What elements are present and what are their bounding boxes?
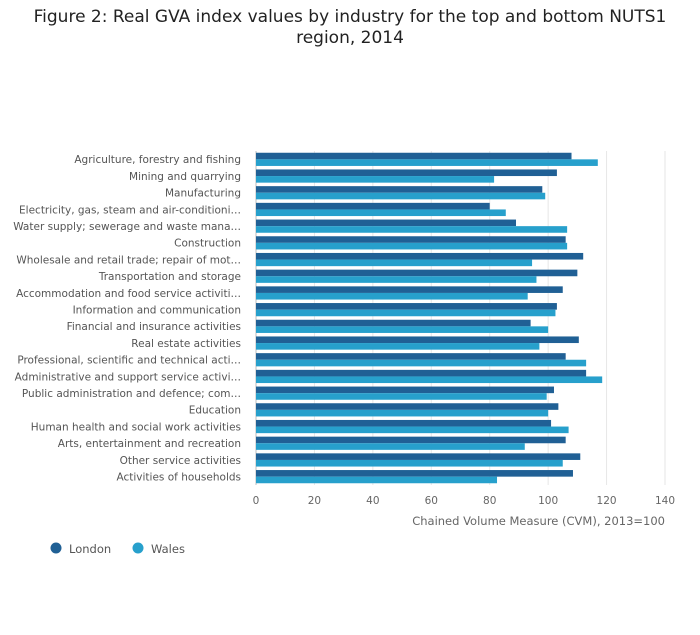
- legend-marker: [132, 542, 144, 554]
- x-tick-label: 140: [655, 495, 675, 507]
- bar-london-17[interactable]: [256, 436, 566, 444]
- bar-london-19[interactable]: [256, 470, 573, 477]
- x-tick-label: 60: [425, 495, 438, 507]
- bar-london-18[interactable]: [256, 453, 581, 460]
- category-label: Arts, entertainment and recreation: [58, 438, 241, 450]
- bar-london-0[interactable]: [256, 152, 572, 160]
- bar-london-5[interactable]: [256, 236, 566, 243]
- bar-wales-15[interactable]: [256, 409, 549, 417]
- category-label: Professional, scientific and technical a…: [17, 355, 241, 367]
- category-label: Administrative and support service activ…: [15, 371, 241, 383]
- category-label: Other service activities: [120, 455, 241, 467]
- bar-wales-6[interactable]: [256, 259, 533, 267]
- category-label: Water supply; sewerage and waste mana…: [13, 221, 241, 233]
- category-label: Wholesale and retail trade; repair of mo…: [16, 254, 241, 266]
- bar-wales-4[interactable]: [256, 226, 568, 233]
- legend-item-wales[interactable]: Wales: [132, 542, 185, 556]
- category-label: Education: [189, 405, 241, 417]
- bar-london-9[interactable]: [256, 303, 557, 310]
- legend-marker: [50, 542, 62, 554]
- bar-london-4[interactable]: [256, 219, 517, 227]
- x-tick-label: 20: [308, 495, 321, 507]
- chart-title: Figure 2: Real GVA index values by indus…: [0, 7, 700, 49]
- bar-wales-9[interactable]: [256, 309, 556, 317]
- x-tick-label: 80: [483, 495, 496, 507]
- category-label: Accommodation and food service activiti…: [16, 288, 241, 300]
- bar-wales-8[interactable]: [256, 292, 528, 300]
- bar-wales-12[interactable]: [256, 359, 587, 367]
- bar-london-1[interactable]: [256, 169, 557, 177]
- bar-london-3[interactable]: [256, 202, 490, 210]
- bar-london-2[interactable]: [256, 186, 543, 193]
- category-label: Information and communication: [73, 304, 241, 316]
- bar-wales-5[interactable]: [256, 242, 568, 250]
- bar-london-14[interactable]: [256, 386, 554, 394]
- x-tick-label: 40: [366, 495, 379, 507]
- bar-wales-18[interactable]: [256, 459, 563, 467]
- category-labels: Agriculture, forestry and fishing Mining …: [13, 154, 241, 483]
- bar-wales-3[interactable]: [256, 209, 506, 217]
- category-label: Construction: [174, 238, 241, 250]
- legend: London Wales: [50, 542, 185, 556]
- category-label: Transportation and storage: [98, 271, 241, 283]
- category-label: Public administration and defence; com…: [22, 388, 241, 400]
- bars: [256, 152, 603, 484]
- bar-wales-13[interactable]: [256, 376, 603, 384]
- bar-london-6[interactable]: [256, 252, 584, 260]
- legend-item-london[interactable]: London: [50, 542, 112, 556]
- x-tick-label: 0: [253, 495, 260, 507]
- bar-wales-7[interactable]: [256, 276, 537, 283]
- bar-wales-17[interactable]: [256, 443, 525, 450]
- bar-london-13[interactable]: [256, 369, 587, 377]
- bar-london-8[interactable]: [256, 286, 563, 293]
- bar-london-16[interactable]: [256, 419, 552, 427]
- bar-wales-1[interactable]: [256, 176, 495, 183]
- category-label: Electricity, gas, steam and air-conditio…: [19, 204, 241, 216]
- bar-london-11[interactable]: [256, 336, 579, 344]
- category-label: Real estate activities: [131, 338, 241, 350]
- chart-title-line-2: region, 2014: [296, 28, 404, 48]
- category-label: Manufacturing: [165, 188, 241, 200]
- category-label: Human health and social work activities: [31, 421, 241, 433]
- legend-label: Wales: [151, 542, 185, 556]
- bar-wales-11[interactable]: [256, 343, 540, 350]
- bar-wales-16[interactable]: [256, 426, 569, 434]
- bar-london-10[interactable]: [256, 319, 531, 327]
- bar-london-12[interactable]: [256, 353, 566, 360]
- bar-wales-10[interactable]: [256, 326, 549, 333]
- bar-london-7[interactable]: [256, 269, 578, 277]
- bar-london-15[interactable]: [256, 403, 559, 410]
- chart-title-line-1: Figure 2: Real GVA index values by indus…: [33, 7, 667, 27]
- category-label: Activities of households: [117, 471, 242, 483]
- bar-wales-14[interactable]: [256, 393, 547, 400]
- gridlines: [255, 151, 666, 485]
- bar-wales-2[interactable]: [256, 192, 546, 200]
- bar-wales-0[interactable]: [256, 159, 598, 166]
- category-label: Financial and insurance activities: [67, 321, 241, 333]
- bar-wales-19[interactable]: [256, 476, 498, 484]
- category-label: Mining and quarrying: [129, 171, 241, 183]
- x-tick-labels: 0 20 40 60 80 100 120 140: [253, 495, 675, 507]
- x-axis-title: Chained Volume Measure (CVM), 2013=100: [412, 514, 665, 528]
- x-tick-label: 120: [597, 495, 617, 507]
- x-tick-label: 100: [538, 495, 558, 507]
- legend-label: London: [69, 542, 111, 556]
- category-label: Agriculture, forestry and fishing: [74, 154, 241, 166]
